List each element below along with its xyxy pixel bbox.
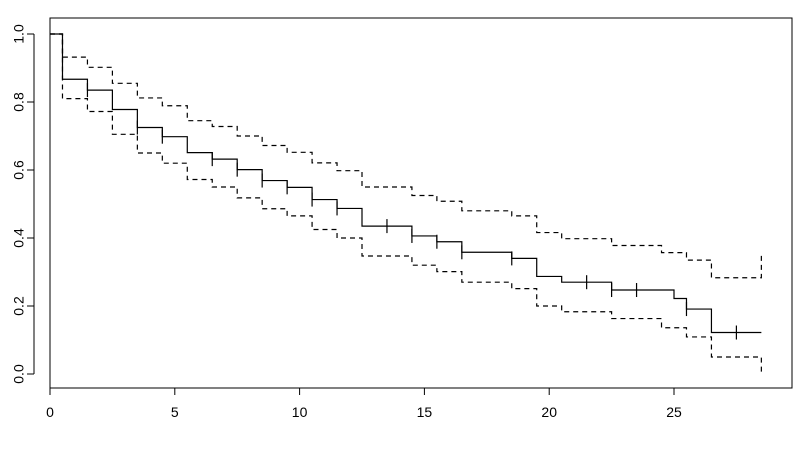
censor-marks-layer	[86, 83, 738, 340]
y-tick-label: 0.2	[11, 296, 27, 316]
x-tick-label: 20	[541, 404, 557, 420]
x-tick-label: 5	[171, 404, 179, 420]
y-tick-label: 0.6	[11, 160, 27, 180]
survival-step-line	[50, 33, 762, 334]
x-tick-label: 0	[46, 404, 54, 420]
upper-ci-step-line	[50, 33, 762, 279]
y-tick-label: 0.4	[11, 228, 27, 248]
y-tick-label: 0.0	[11, 364, 27, 384]
plot-box	[49, 17, 793, 389]
x-tick-label: 15	[417, 404, 433, 420]
axes-layer: 0 5 10 15 20 25 0.0 0.2 0.4 0.6 0.8 1.0	[11, 24, 682, 420]
lower-ci-step-line	[50, 33, 762, 373]
series-layer	[50, 33, 762, 373]
y-tick-label: 0.8	[11, 92, 27, 112]
x-tick-label: 10	[292, 404, 308, 420]
y-tick-label: 1.0	[11, 24, 27, 44]
plot-frame-layer	[49, 17, 793, 389]
x-tick-label: 25	[666, 404, 682, 420]
